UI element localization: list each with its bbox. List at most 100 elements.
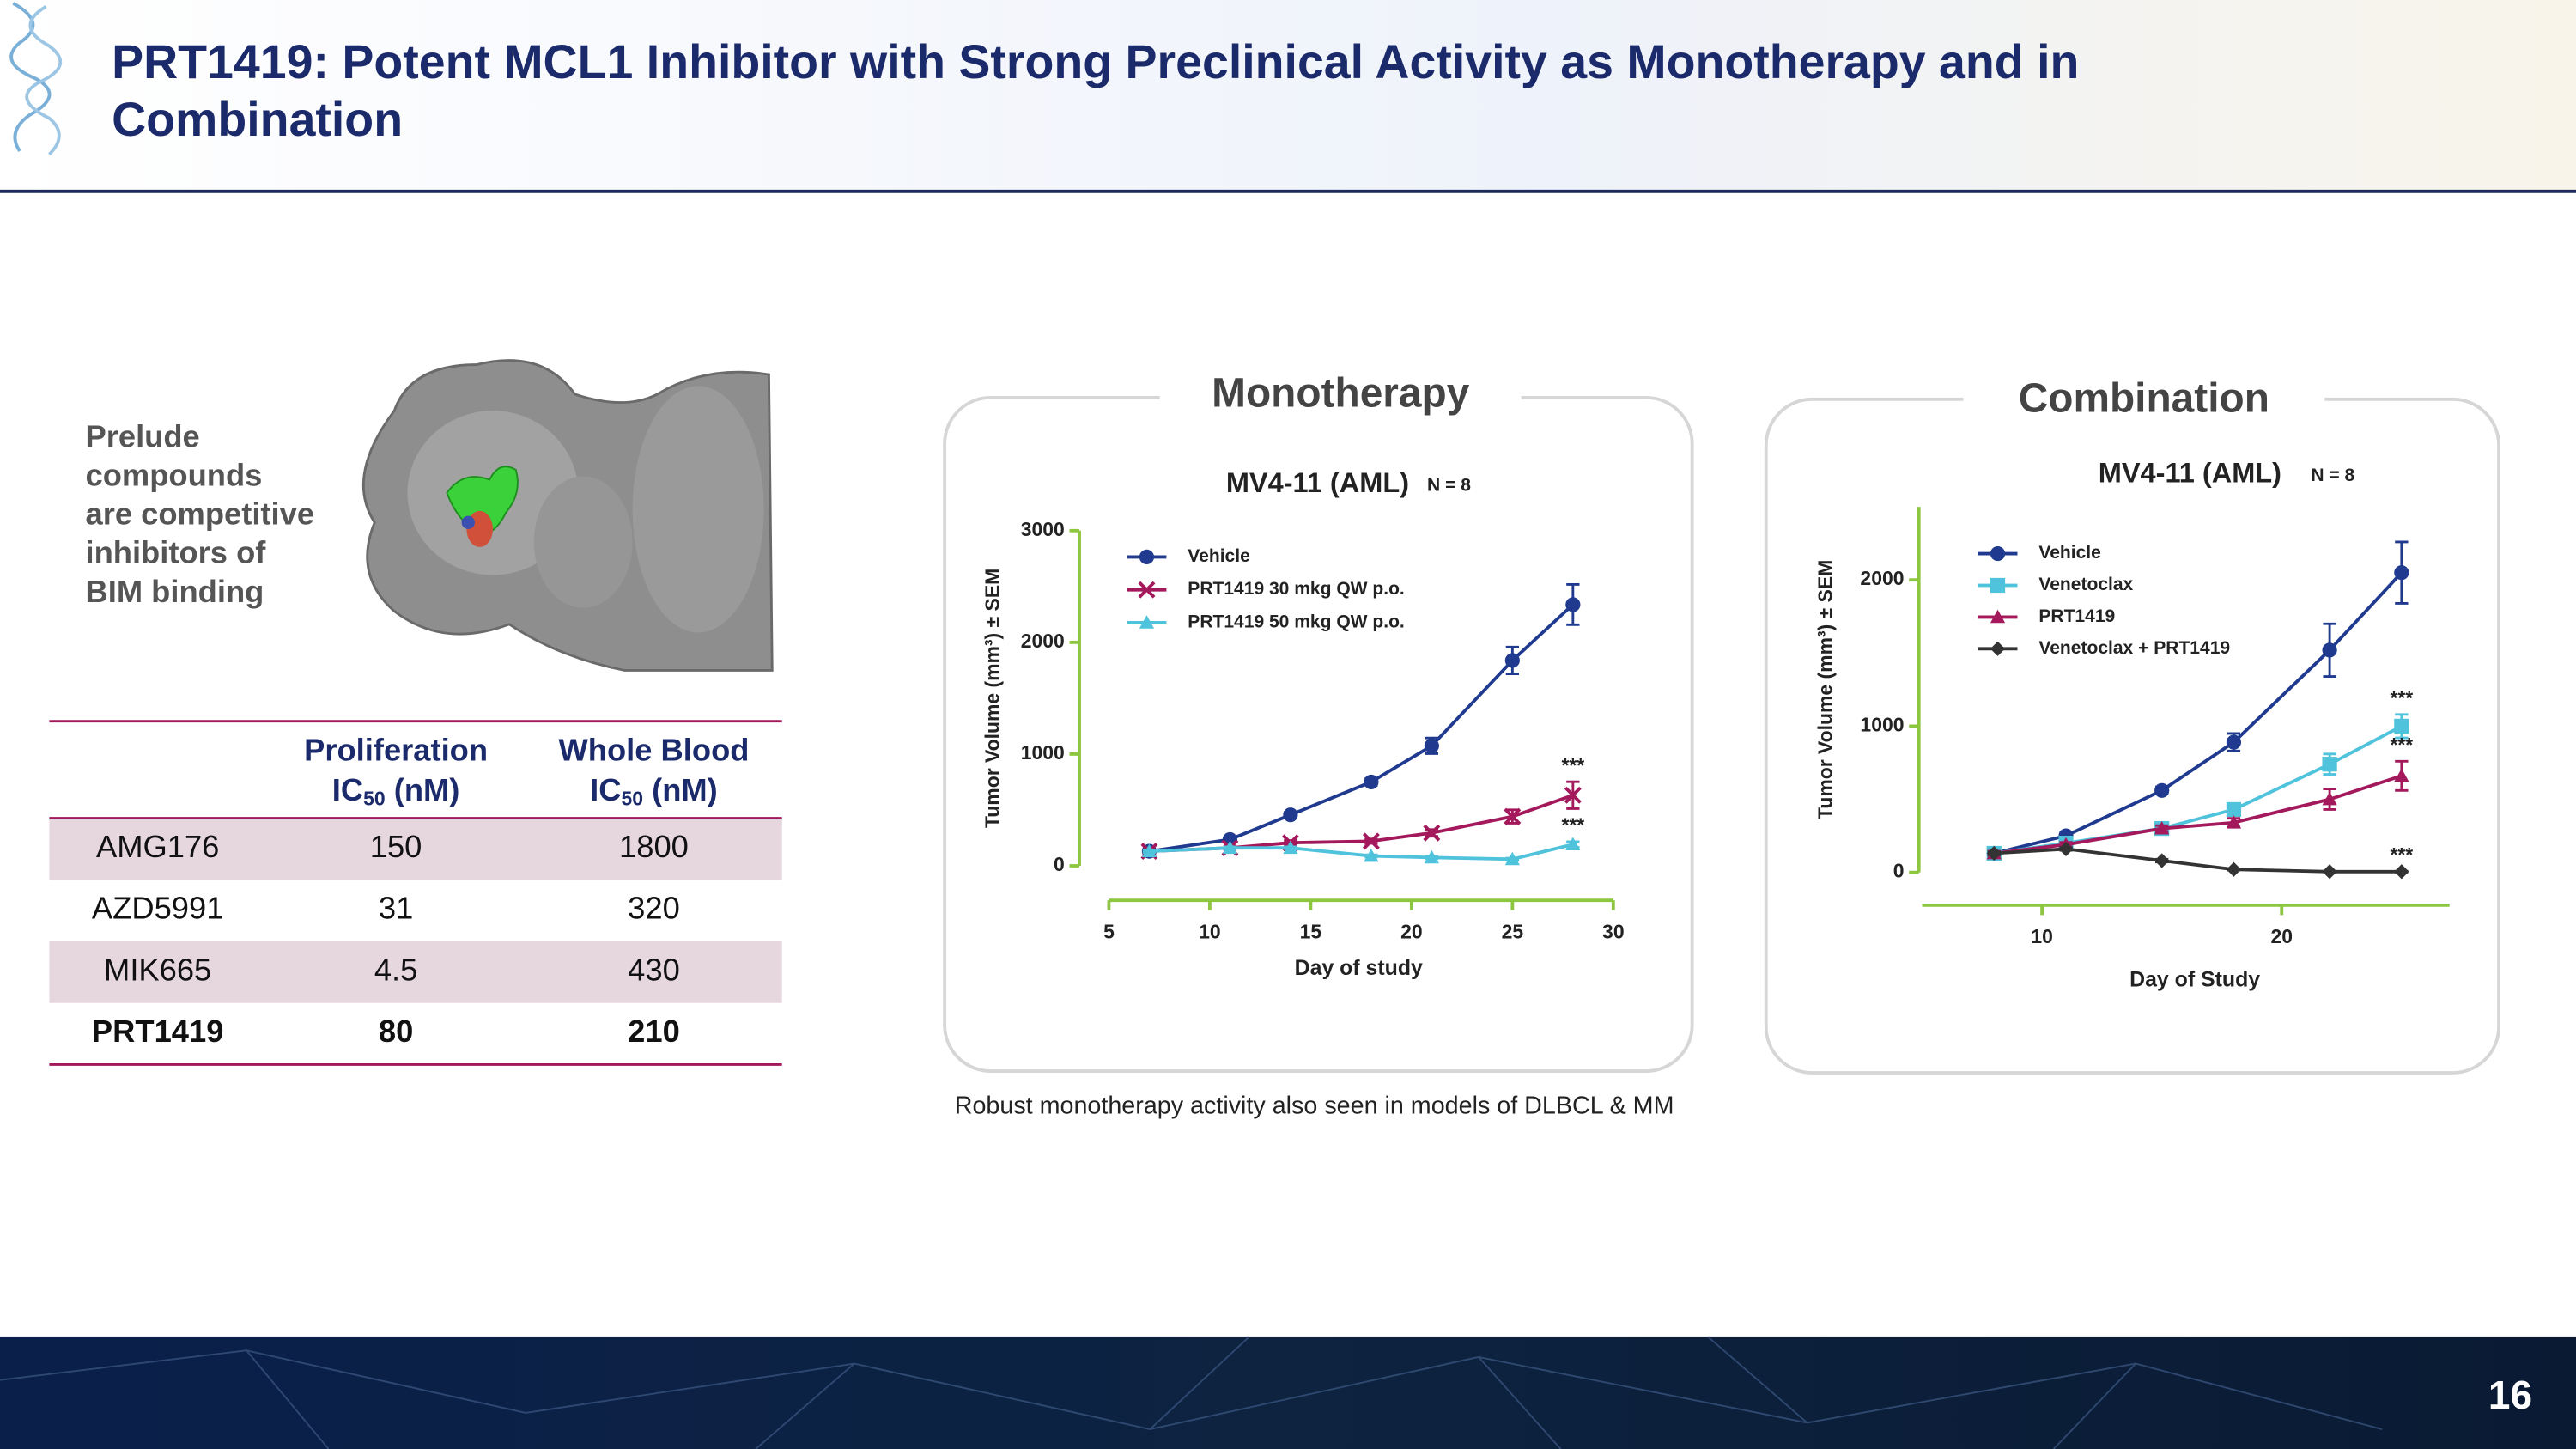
series-line (1994, 847, 2402, 874)
y-axis-label: Tumor Volume (mm³) ± SEM (1814, 560, 1837, 819)
marker (1990, 609, 2006, 624)
marker (1504, 653, 1520, 668)
table-header: IC50 (nM) (332, 772, 460, 810)
marker (2226, 815, 2242, 829)
marker (1504, 851, 1520, 866)
heading-gap (1159, 386, 1522, 406)
x-axis-label: Day of Study (2129, 967, 2260, 991)
chart-subtitle: N = 8 (1427, 476, 1471, 496)
x-tick-label: 30 (1602, 920, 1625, 942)
marker (1364, 848, 1379, 862)
marker (1565, 837, 1581, 851)
x-tick-label: 10 (1199, 920, 1221, 942)
significance: *** (2390, 734, 2413, 756)
table-header-unit: (nM) (643, 772, 718, 807)
slide-title: PRT1419: Potent MCL1 Inhibitor with Stro… (112, 35, 2079, 88)
marker (2058, 841, 2074, 857)
page-number: 16 (2488, 1373, 2532, 1417)
protein-image (361, 359, 774, 672)
marker (2226, 801, 2242, 818)
table-header-ic: IC (590, 772, 621, 807)
chart-title: MV4-11 (AML) (1226, 467, 1409, 498)
x-tick-label: 5 (1103, 920, 1115, 942)
structure-caption: BIM binding (85, 574, 264, 609)
table-cell: 31 (379, 891, 413, 926)
y-tick-label: 1000 (1860, 713, 1904, 735)
structure-caption: are competitive (85, 496, 314, 532)
y-tick-label: 2000 (1021, 630, 1065, 652)
marker (1139, 615, 1155, 629)
table-header: Proliferation (304, 733, 488, 768)
marker (1986, 845, 2002, 861)
y-tick-label: 2000 (1860, 567, 1904, 589)
table-header-unit: (nM) (386, 772, 460, 807)
legend-label: PRT1419 30 mkg QW p.o. (1188, 579, 1404, 599)
marker (2322, 642, 2337, 658)
table-cell: 150 (370, 829, 422, 864)
table-cell: 80 (379, 1014, 413, 1049)
marker (2394, 864, 2409, 880)
marker (2154, 853, 2170, 868)
footer-band (0, 1336, 2576, 1449)
structure-caption: compounds (85, 457, 262, 492)
footer-network (0, 1336, 2383, 1449)
marker (1138, 581, 1156, 599)
section-heading: Monotherapy (1212, 371, 1470, 417)
y-tick-label: 0 (1893, 860, 1905, 882)
marker (1283, 807, 1298, 823)
marker (1504, 807, 1522, 825)
chart-title: MV4-11 (AML) (2099, 457, 2281, 488)
marker (1283, 840, 1298, 855)
table-header: IC50 (nM) (590, 772, 718, 810)
table-cell: MIK665 (104, 952, 211, 987)
marker (1990, 577, 2006, 594)
series-line (1993, 571, 2403, 855)
marker (1990, 545, 2006, 562)
marker (2226, 734, 2242, 750)
table-row-band (49, 818, 782, 880)
marker (1362, 832, 1380, 850)
structure-caption: inhibitors of (85, 535, 266, 570)
marker (2154, 782, 2170, 798)
legend-label: Vehicle (1188, 546, 1250, 566)
table-header-sub: 50 (622, 788, 644, 810)
marker (1141, 843, 1157, 857)
significance: *** (1561, 754, 1584, 776)
legend-label: Vehicle (2038, 543, 2101, 563)
legend-label: Venetoclax (2038, 575, 2133, 594)
marker (1424, 849, 1439, 864)
x-tick-label: 20 (2271, 925, 2293, 947)
significance: *** (1561, 814, 1584, 837)
heading-gap (1963, 391, 2325, 411)
section-heading: Combination (2019, 375, 2269, 421)
marker (1423, 824, 1441, 842)
table-header: Whole Blood (558, 733, 749, 768)
y-tick-label: 1000 (1021, 741, 1065, 764)
legend-label: Venetoclax + PRT1419 (2038, 638, 2230, 658)
marker (2322, 791, 2337, 806)
x-tick-label: 25 (1502, 920, 1524, 942)
series-line (1993, 724, 2403, 855)
marker (1222, 840, 1238, 855)
x-axis-label: Day of study (1295, 956, 1423, 980)
marker (2394, 565, 2409, 581)
x-tick-label: 15 (1300, 920, 1322, 942)
marker (2394, 718, 2409, 734)
chart-subtitle: N = 8 (2311, 466, 2354, 485)
marker (1424, 738, 1439, 753)
marker (1564, 786, 1582, 804)
table-cell: 1800 (619, 829, 689, 864)
header-band (0, 0, 2576, 191)
slide-title: Combination (112, 93, 403, 146)
series-line (1994, 774, 2403, 855)
table-cell: 320 (628, 891, 680, 926)
table-header-ic: IC (332, 772, 363, 807)
marker (1139, 549, 1155, 565)
marker (2322, 864, 2337, 880)
legend-label: PRT1419 50 mkg QW p.o. (1188, 612, 1404, 631)
marker (1364, 774, 1379, 790)
table-cell: 430 (628, 952, 680, 987)
table-header-sub: 50 (363, 788, 386, 810)
logo-helix (25, 5, 63, 156)
